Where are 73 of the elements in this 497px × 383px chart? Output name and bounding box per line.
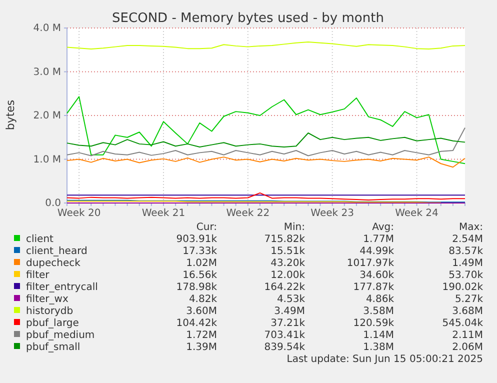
- text: 4.82k: [188, 294, 218, 305]
- text: 190.02k: [442, 282, 484, 293]
- legend-label: filter_entrycall: [26, 282, 98, 293]
- text: 3.58M: [363, 306, 394, 317]
- text: 3.49M: [274, 306, 305, 317]
- text: 3.60M: [186, 306, 217, 317]
- legend-label: client: [26, 234, 54, 245]
- text: Avg:: [372, 222, 394, 233]
- text: 1.14M: [363, 330, 394, 341]
- text: Max:: [458, 222, 483, 233]
- y-tick-label: 2.0 M: [33, 110, 61, 122]
- text: 37.21k: [270, 318, 306, 329]
- text: 53.70k: [448, 270, 484, 281]
- legend-label: historydb: [26, 306, 74, 317]
- text: 2.06M: [452, 342, 483, 353]
- text: 177.87k: [353, 282, 394, 293]
- x-tick-label: Week 21: [142, 208, 186, 220]
- text: 903.91k: [176, 234, 218, 245]
- text: 4.86k: [366, 294, 394, 305]
- text: 1.38M: [363, 342, 394, 353]
- y-tick-label: 3.0 M: [33, 66, 61, 78]
- y-tick-label: 4.0 M: [33, 23, 61, 34]
- text: Cur:: [196, 222, 217, 233]
- legend-label: pbuf_large: [26, 318, 79, 329]
- text: 839.54k: [264, 342, 306, 353]
- text: 1.49M: [452, 258, 483, 269]
- legend-label: pbuf_small: [26, 342, 80, 353]
- text: 2.11M: [452, 330, 483, 341]
- text: 1.39M: [186, 342, 217, 353]
- line-series: [66, 42, 466, 50]
- line-series: [66, 156, 466, 168]
- text: 1.77M: [363, 234, 394, 245]
- y-axis-title: bytes: [4, 100, 17, 130]
- y-tick-label: 0.0: [45, 198, 61, 210]
- text: 12.00k: [270, 270, 306, 281]
- text: 1.02M: [186, 258, 217, 269]
- text: 5.27k: [454, 294, 484, 305]
- line-series: [66, 192, 466, 200]
- text: 1017.97k: [346, 258, 394, 269]
- text: 4.53k: [276, 294, 306, 305]
- text: 3.68M: [452, 306, 483, 317]
- legend-label: pbuf_medium: [26, 330, 95, 341]
- line-series: [66, 127, 466, 156]
- text: 545.04k: [442, 318, 484, 329]
- legend-label: filter_wx: [26, 294, 68, 305]
- x-tick-label: Week 23: [310, 208, 354, 220]
- text: 104.42k: [176, 318, 218, 329]
- text: 164.22k: [264, 282, 306, 293]
- text: 178.98k: [176, 282, 218, 293]
- text: 34.60k: [360, 270, 394, 281]
- text: Last update: Sun Jun 15 05:00:21 2025: [286, 354, 483, 365]
- line-series: [66, 132, 466, 148]
- x-tick-label: Week 20: [57, 208, 101, 220]
- text: 703.41k: [264, 330, 306, 341]
- text: 83.57k: [448, 246, 484, 257]
- text: 16.56k: [182, 270, 218, 281]
- text: 120.59k: [353, 318, 394, 329]
- text: Min:: [284, 222, 305, 233]
- text: 2.54M: [452, 234, 483, 245]
- text: 1.72M: [186, 330, 217, 341]
- legend-label: client_heard: [26, 246, 88, 257]
- line-series: [66, 96, 466, 164]
- legend-label: filter: [26, 270, 50, 281]
- y-tick-label: 1.0 M: [33, 154, 61, 166]
- text: 715.82k: [264, 234, 306, 245]
- text: 44.99k: [360, 246, 394, 257]
- chart-title: SECOND - Memory bytes used - by month: [112, 11, 384, 26]
- text: 43.20k: [270, 258, 306, 269]
- text: 17.33k: [182, 246, 218, 257]
- x-tick-label: Week 22: [226, 208, 270, 220]
- x-tick-label: Week 24: [395, 208, 438, 220]
- text: 15.51k: [270, 246, 306, 257]
- legend-label: dupecheck: [26, 258, 81, 269]
